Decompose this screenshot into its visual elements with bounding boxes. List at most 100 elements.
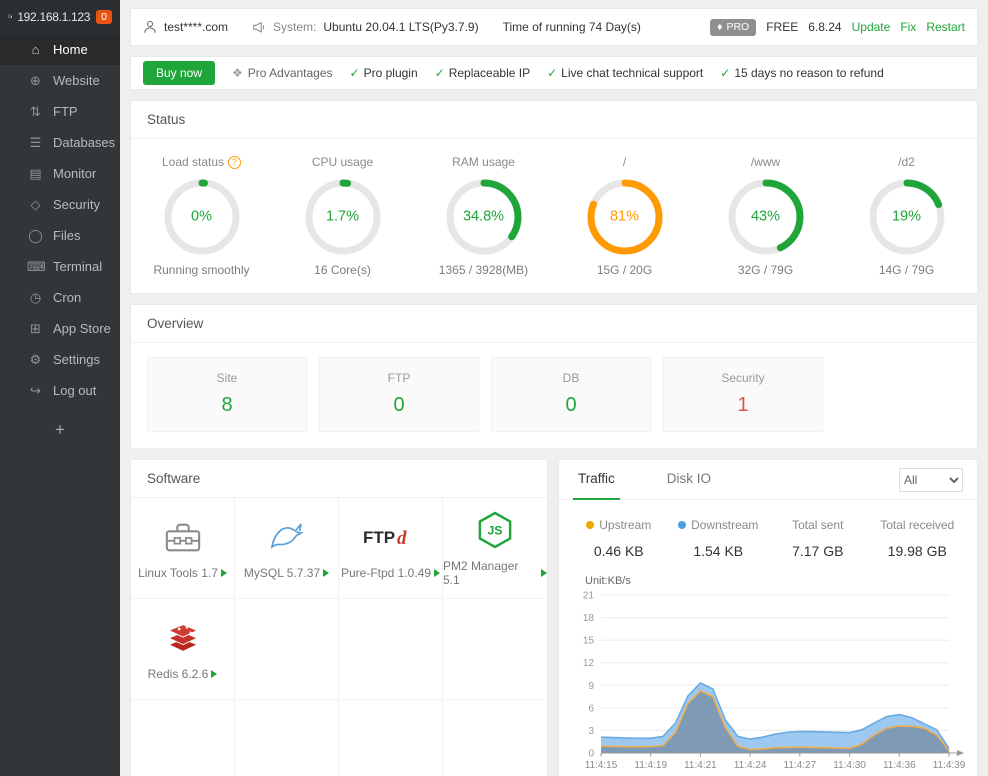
sidebar-item-label: Security [53, 197, 100, 212]
svg-text:3: 3 [588, 726, 594, 737]
sidebar-item-label: Terminal [53, 259, 103, 274]
software-panel: Software Linux Tools 1.7 [130, 459, 548, 776]
software-mysql[interactable]: MySQL 5.7.37 [235, 498, 339, 599]
software-empty-cell [443, 700, 547, 776]
help-icon[interactable]: ? [228, 155, 242, 169]
sidebar-item-home[interactable]: ⌂ Home [0, 34, 120, 65]
gauge-cpu: CPU usage 1.7% 16 Core(s) [272, 153, 413, 277]
tab-disk-io[interactable]: Disk IO [666, 470, 712, 486]
traffic-chart-wrap: 0 3 6 9 12 15 18 21 11:4:15 11:4:19 11:4:21 11:4:24… [559, 587, 977, 776]
software-empty-cell [235, 700, 339, 776]
promo-feature: ✓ Pro plugin [349, 66, 418, 80]
status-panel-title: Status [131, 101, 977, 139]
running-indicator-icon [211, 669, 218, 678]
globe-icon: ⊕ [30, 72, 41, 88]
sidebar-item-label: Databases [53, 135, 116, 150]
shield-icon: ◇ [30, 196, 41, 212]
account-name[interactable]: test****.com [164, 20, 229, 34]
software-pm2[interactable]: JS PM2 Manager 5.1 [443, 498, 547, 599]
running-indicator-icon [220, 568, 227, 577]
check-icon: ✓ [720, 66, 731, 80]
gauge-disk-root: / 81% 15G / 20G [554, 153, 695, 277]
sidebar-item-security[interactable]: ◇ Security [0, 189, 120, 220]
svg-text:0: 0 [588, 749, 594, 760]
update-link[interactable]: Update [851, 20, 891, 34]
sidebar-item-cron[interactable]: ◷ Cron [0, 282, 120, 313]
sidebar-item-databases[interactable]: ☰ Databases [0, 127, 120, 158]
svg-text:11:4:30: 11:4:30 [833, 760, 866, 771]
software-panel-title: Software [131, 460, 547, 498]
sidebar-item-website[interactable]: ⊕ Website [0, 65, 120, 96]
software-pure-ftpd[interactable]: FTP d Pure-Ftpd 1.0.49 [339, 498, 443, 599]
sidebar-item-ftp[interactable]: ⇅ FTP [0, 96, 120, 127]
folder-icon: ◯︎ [28, 227, 43, 243]
overview-card-ftp[interactable]: FTP 0 [319, 357, 479, 432]
gem-icon: ❖ [232, 66, 243, 80]
restart-link[interactable]: Restart [926, 20, 965, 34]
edition-label: FREE [766, 20, 799, 34]
svg-text:9: 9 [588, 681, 594, 692]
software-empty-cell [339, 599, 443, 700]
software-linux-tools[interactable]: Linux Tools 1.7 [131, 498, 235, 599]
overview-card-site[interactable]: Site 8 [147, 357, 307, 432]
sidebar-item-label: Log out [53, 383, 97, 398]
database-icon: ☰ [29, 134, 42, 150]
gauge-load-status: Load status? 0% Running smoothly [153, 155, 250, 277]
svg-text:d: d [397, 528, 407, 549]
server-monitor-icon [8, 14, 13, 19]
uptime-text: Time of running 74 Day(s) [502, 20, 641, 34]
running-indicator-icon [541, 568, 547, 577]
ram-gauge-ring [446, 179, 521, 255]
bottom-row: Software Linux Tools 1.7 [130, 459, 978, 776]
traffic-stats: Upstream 0.46 KB Downstream 1.54 KB Tota… [559, 500, 977, 565]
sidebar-nav: ⌂ Home ⊕ Website ⇅ FTP ☰ Databases ▤ Monitor … [0, 34, 120, 406]
tab-traffic[interactable]: Traffic [573, 460, 620, 500]
traffic-range-select[interactable]: All [899, 467, 963, 492]
pro-advantages: ❖ Pro Advantages [232, 66, 333, 80]
sidebar-item-label: Files [53, 228, 81, 243]
grid-icon: ⊞ [30, 320, 41, 336]
overview-card-security[interactable]: Security 1 [663, 357, 823, 432]
svg-text:6: 6 [588, 703, 594, 714]
overview-card-db[interactable]: DB 0 [491, 357, 651, 432]
sidebar-item-monitor[interactable]: ▤ Monitor [0, 158, 120, 189]
sidebar-item-settings[interactable]: ⚙ Settings [0, 344, 120, 375]
software-redis[interactable]: Redis 6.2.6 [131, 599, 235, 700]
promo-feature: ✓ Live chat technical support [547, 66, 704, 80]
logout-icon: ↪ [30, 382, 41, 398]
sidebar-item-app-store[interactable]: ⊞ App Store [0, 313, 120, 344]
stat-upstream: Upstream 0.46 KB [569, 516, 669, 559]
status-panel: Status Load status? 0% Running smoothly … [130, 100, 978, 294]
disk-d2-gauge-ring [869, 179, 944, 255]
buy-now-button[interactable]: Buy now [143, 61, 216, 85]
sidebar-add-button[interactable]: + [55, 420, 65, 439]
software-empty-cell [131, 700, 235, 776]
svg-text:FTP: FTP [363, 528, 395, 547]
pro-badge[interactable]: ♦ PRO [710, 18, 757, 36]
svg-text:11:4:19: 11:4:19 [634, 760, 667, 771]
sidebar-item-label: App Store [53, 321, 111, 336]
sidebar-item-label: Cron [53, 290, 82, 305]
cpu-gauge-ring [305, 179, 380, 255]
promo-feature: ✓ Replaceable IP [434, 66, 531, 80]
traffic-area-chart: 0 3 6 9 12 15 18 21 11:4:15 11:4:19 11:4:21 11:4:24… [583, 591, 966, 772]
software-grid: Linux Tools 1.7 MySQL 5.7.37 [131, 498, 547, 776]
fix-link[interactable]: Fix [900, 20, 917, 34]
system-label: System: [273, 20, 317, 34]
software-empty-cell [235, 599, 339, 700]
check-icon: ✓ [434, 66, 445, 80]
sidebar-header: 192.168.1.123 0 [0, 0, 120, 34]
sidebar-item-label: Home [53, 42, 88, 57]
stat-total-sent: Total sent 7.17 GB [792, 518, 844, 559]
sidebar-item-logout[interactable]: ↪ Log out [0, 375, 120, 406]
sidebar-item-terminal[interactable]: ⌨ Terminal [0, 251, 120, 282]
gauge-disk-www: /www 43% 32G / 79G [695, 153, 836, 277]
version-number: 6.8.24 [808, 20, 842, 34]
topbar: test****.com System: Ubuntu 20.04.1 LTS(… [130, 8, 978, 46]
nodejs-hexagon-icon: JS [478, 510, 512, 550]
svg-text:11:4:36: 11:4:36 [883, 760, 916, 771]
message-count-badge[interactable]: 0 [96, 9, 112, 24]
sidebar-item-files[interactable]: ◯︎ Files [0, 220, 120, 251]
chart-unit-label: Unit:KB/s [585, 575, 631, 587]
